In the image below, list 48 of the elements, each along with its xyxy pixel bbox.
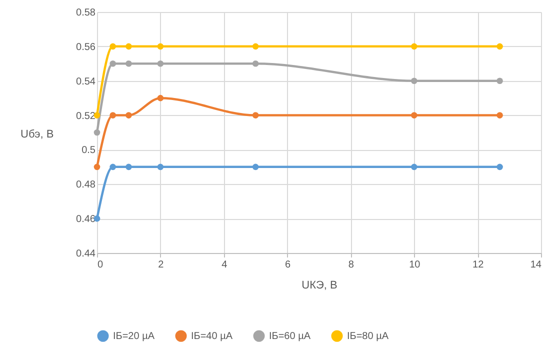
- point: [252, 164, 259, 170]
- point: [157, 43, 164, 50]
- y-tick-label: 0.46: [76, 214, 96, 226]
- point: [126, 112, 132, 118]
- legend-label: IБ=80 µA: [347, 331, 389, 342]
- x-tick-label: 2: [158, 260, 164, 270]
- point: [157, 60, 164, 67]
- legend-label: IБ=40 µA: [191, 331, 233, 342]
- point: [157, 94, 164, 102]
- point: [410, 78, 418, 84]
- x-tick-label: 14: [530, 260, 542, 270]
- y-tick-label: 0.58: [76, 8, 96, 18]
- x-tick-label: 12: [472, 260, 484, 270]
- x-tick-label: 6: [285, 260, 292, 270]
- y-tick-label: 0.52: [76, 110, 96, 122]
- x-tick-label: 8: [348, 260, 354, 270]
- point: [126, 60, 132, 67]
- point: [94, 164, 100, 170]
- point: [496, 78, 503, 84]
- point: [496, 164, 503, 170]
- point: [496, 112, 503, 118]
- y-tick-label: 0.44: [76, 248, 96, 260]
- x-tick-label: 10: [409, 260, 421, 270]
- y-tick-label: 0.56: [76, 42, 96, 53]
- point: [110, 60, 116, 67]
- point: [110, 43, 116, 50]
- point: [126, 164, 132, 170]
- point: [496, 43, 503, 50]
- legend-label: IБ=60 µA: [269, 331, 311, 342]
- x-tick-label: 0: [98, 260, 104, 270]
- y-axis-title: Uбэ, В: [20, 128, 54, 140]
- legend-label: IБ=20 µA: [113, 331, 155, 342]
- point: [410, 112, 418, 118]
- y-tick-label: 0.48: [76, 180, 96, 191]
- point: [110, 164, 116, 170]
- x-axis-title: UКЭ, В: [302, 280, 338, 292]
- point: [252, 60, 259, 67]
- point: [157, 164, 164, 170]
- point: [410, 164, 418, 170]
- point: [110, 112, 116, 118]
- point: [94, 129, 100, 136]
- point: [252, 43, 259, 50]
- y-tick-label: 0.5: [82, 145, 96, 156]
- point: [252, 112, 259, 118]
- x-tick-label: 4: [222, 260, 228, 270]
- y-tick-label: 0.54: [76, 76, 96, 88]
- point: [126, 43, 132, 50]
- point: [410, 43, 418, 50]
